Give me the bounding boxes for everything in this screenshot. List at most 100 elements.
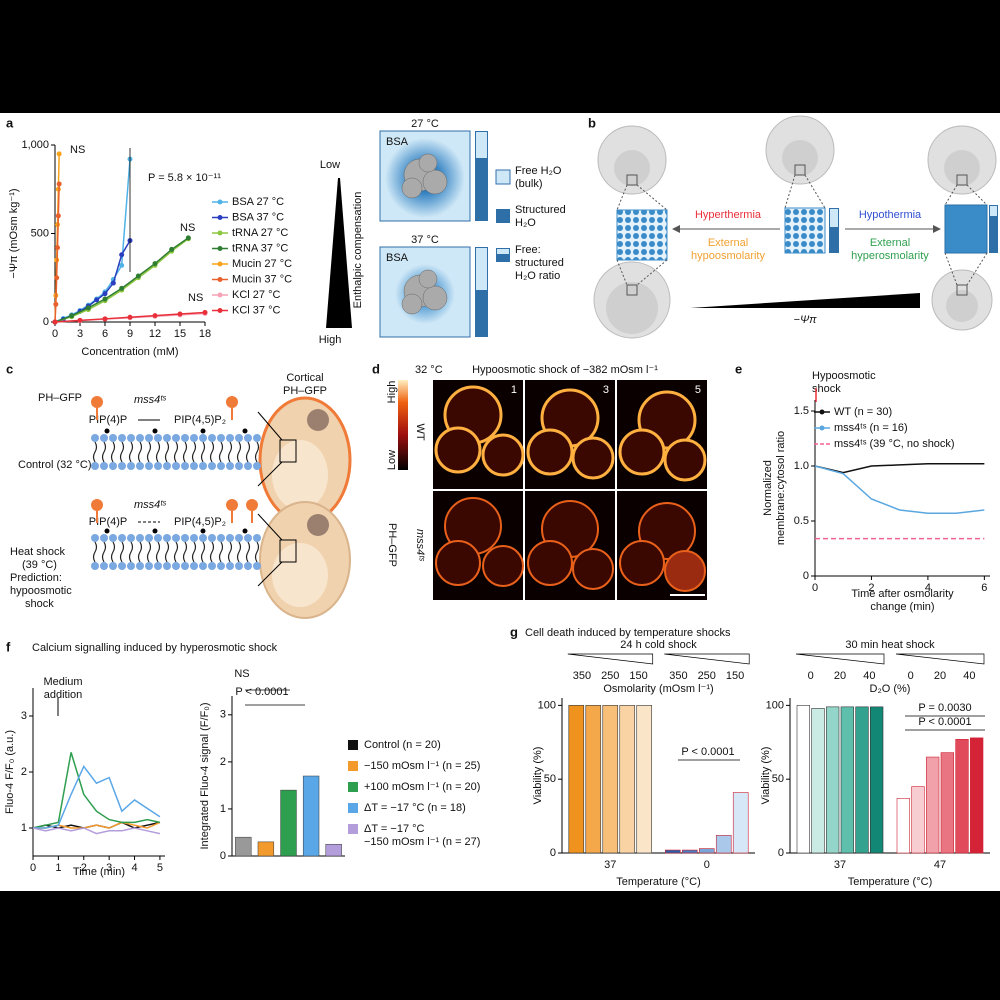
lipid-head	[163, 562, 171, 570]
legend-label: Free H₂O	[515, 165, 562, 177]
legend-swatch	[217, 199, 223, 205]
lipid-tail	[218, 441, 224, 463]
gradient-wedge	[795, 653, 885, 665]
lipid-head	[154, 462, 162, 470]
nucleus	[307, 514, 329, 536]
lipid-tail	[155, 441, 161, 463]
legend-swatch	[819, 409, 825, 415]
lipid-head	[226, 562, 234, 570]
lipid-head	[208, 562, 216, 570]
y-tick-label: 1	[220, 803, 226, 815]
legend-label: Free:	[515, 244, 541, 256]
cell-fill	[436, 428, 480, 472]
lipid-head	[244, 562, 252, 570]
phosphate	[104, 428, 110, 434]
annotation: P = 5.8 × 10⁻¹¹	[148, 172, 221, 184]
top-tick-label: 250	[698, 670, 716, 682]
lipid-tail	[101, 541, 107, 563]
annotation: addition	[44, 689, 83, 701]
lipid-head	[127, 462, 135, 470]
y-tick-label: 1.0	[794, 460, 809, 472]
lipid-head	[226, 534, 234, 542]
y-tick-label: 1.5	[794, 405, 809, 417]
bar	[940, 752, 954, 854]
x-axis-label: change (min)	[870, 601, 934, 613]
legend-swatch	[348, 803, 358, 813]
lipid-head	[91, 462, 99, 470]
bar	[896, 798, 910, 854]
cell-membrane	[526, 428, 574, 476]
lipid-head	[109, 562, 117, 570]
point	[185, 235, 191, 241]
ratio-bar	[830, 209, 838, 227]
bar	[732, 792, 749, 854]
legend-label: (bulk)	[515, 178, 543, 190]
lipid-tail	[182, 541, 188, 563]
phosphate	[104, 528, 110, 534]
series-line	[814, 463, 985, 474]
label: 32 °C	[415, 364, 443, 376]
arrow-head	[933, 225, 941, 233]
series-line	[54, 183, 60, 323]
lipid-tail	[173, 541, 179, 563]
legend-label: −150 mOsm l⁻¹ (n = 27)	[364, 836, 480, 848]
lipid-head	[235, 434, 243, 442]
top-tick-label: 0	[908, 670, 914, 682]
cell-membrane	[619, 540, 665, 586]
gradient-wedge	[664, 653, 750, 665]
lipid-tail	[119, 541, 125, 563]
lipid-head	[217, 534, 225, 542]
label: BSA	[386, 252, 409, 264]
point	[152, 313, 158, 319]
cell-membrane	[435, 540, 481, 586]
lipid-head	[181, 462, 189, 470]
legend-label: ΔT = −17 °C (n = 18)	[364, 802, 466, 814]
lipid-head	[145, 434, 153, 442]
wedge	[690, 293, 920, 308]
label: High	[386, 381, 398, 404]
cell-membrane	[527, 540, 573, 586]
ph-gfp	[91, 396, 103, 408]
legend-label: mss4ᵗˢ (n = 16)	[834, 422, 908, 434]
legend-label: KCl 37 °C	[232, 304, 280, 316]
x-tick-label: 6	[102, 328, 108, 340]
label: PH–GFP	[38, 392, 82, 404]
nucleus	[307, 409, 329, 431]
legend-swatch	[217, 246, 223, 251]
label: BSA	[386, 136, 409, 148]
bar	[636, 705, 653, 854]
lipid-tail	[227, 541, 233, 563]
legend-label: Mucin 37 °C	[232, 273, 292, 285]
zoom-square	[279, 539, 297, 563]
cell-fill	[483, 435, 523, 475]
y-tick-label: 500	[31, 227, 49, 239]
y-tick-label: 3	[220, 709, 226, 721]
lipid-tail	[191, 541, 197, 563]
y-tick-label: 100	[538, 699, 556, 711]
bar	[911, 786, 925, 854]
cytoplasm-zoom	[616, 209, 668, 261]
ph-gfp	[226, 499, 238, 511]
x-tick-label: 18	[199, 328, 211, 340]
legend-label: −150 mOsm l⁻¹ (n = 25)	[364, 760, 480, 772]
ph-gfp	[226, 396, 238, 408]
legend-swatch	[348, 761, 358, 771]
x-tick-label: 1	[55, 862, 61, 874]
point	[177, 311, 183, 317]
top-label: Osmolarity (mOsm l⁻¹)	[603, 683, 713, 695]
x-tick-label: 3	[77, 328, 83, 340]
label: High	[319, 334, 342, 346]
lipid-tail	[155, 541, 161, 563]
ratio-bar	[989, 205, 998, 253]
x-tick-label: 2	[81, 862, 87, 874]
lipid-head	[145, 534, 153, 542]
point	[77, 317, 83, 323]
point	[127, 314, 133, 320]
lipid-head	[145, 562, 153, 570]
lipid-tail	[92, 441, 98, 463]
lipid-tail	[101, 441, 107, 463]
vacuole	[272, 543, 328, 607]
point	[102, 316, 108, 322]
lipid-tail	[146, 541, 152, 563]
